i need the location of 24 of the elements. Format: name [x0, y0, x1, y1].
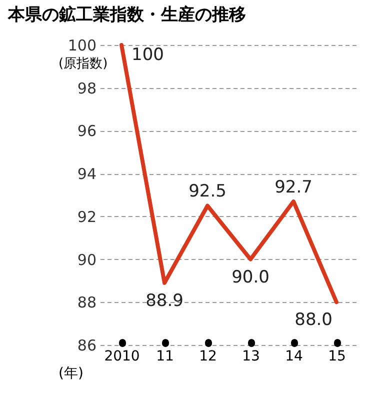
y-tick-label: 94: [77, 165, 96, 184]
x-tick-label: 11: [156, 348, 174, 364]
x-tick-label: 2010: [104, 348, 140, 364]
x-axis-title: (年): [58, 366, 84, 382]
line-series: [120, 43, 338, 304]
data-label: 88.9: [146, 290, 184, 311]
y-tick-label: 86: [77, 336, 96, 354]
y-tick-label: 96: [77, 122, 96, 140]
y-tick-label: 88: [77, 294, 96, 312]
x-tick-label: 13: [242, 348, 260, 364]
x-tick-label: 12: [199, 348, 217, 364]
data-label: 88.0: [294, 310, 332, 330]
y-tick-label: 92: [77, 208, 96, 226]
x-tick-label: 14: [285, 348, 303, 364]
data-label: 92.5: [188, 182, 226, 202]
chart-title: 本県の鉱工業指数・生産の推移: [7, 5, 246, 25]
y-tick-label: 100: [68, 36, 96, 54]
data-label: 90.0: [232, 267, 270, 288]
x-tick-label: 15: [328, 348, 346, 364]
data-label: 100: [132, 45, 164, 65]
data-label: 92.7: [274, 177, 312, 198]
y-tick-label: 90: [77, 250, 96, 269]
y-tick-label: 98: [77, 79, 96, 98]
y-axis-title: (原指数): [58, 56, 108, 72]
